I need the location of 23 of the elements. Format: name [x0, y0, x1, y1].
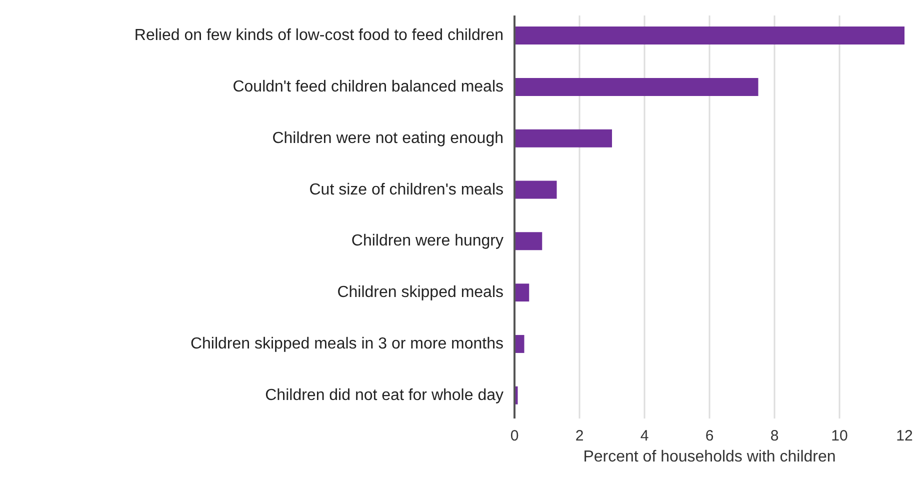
y-tick-label: Relied on few kinds of low-cost food to feed children: [134, 27, 504, 44]
bar: [514, 232, 542, 250]
bar: [514, 284, 530, 302]
x-axis-title: Percent of households with children: [583, 448, 836, 466]
x-tick-label: 10: [831, 428, 848, 444]
x-tick-label: 8: [770, 428, 779, 444]
y-tick-label: Children skipped meals in 3 or more months: [190, 335, 504, 352]
bar: [514, 334, 524, 353]
x-tick-label: 0: [510, 428, 519, 444]
bar: [514, 26, 904, 45]
x-tick-label: 4: [640, 428, 649, 444]
x-tick-label: 6: [705, 428, 714, 444]
y-tick-label: Children skipped meals: [337, 284, 504, 302]
y-tick-label: Cut size of children's meals: [309, 181, 504, 198]
bar: [514, 180, 557, 199]
x-tick-label: 2: [575, 428, 584, 444]
y-tick-label: Children did not eat for whole day: [265, 386, 504, 404]
bar: [514, 129, 612, 148]
bar: [514, 78, 758, 96]
y-tick-label: Children were not eating enough: [272, 130, 504, 147]
y-tick-label: Couldn't feed children balanced meals: [232, 78, 504, 96]
y-tick-label: Children were hungry: [351, 232, 504, 250]
x-tick-label: 12: [896, 428, 913, 444]
